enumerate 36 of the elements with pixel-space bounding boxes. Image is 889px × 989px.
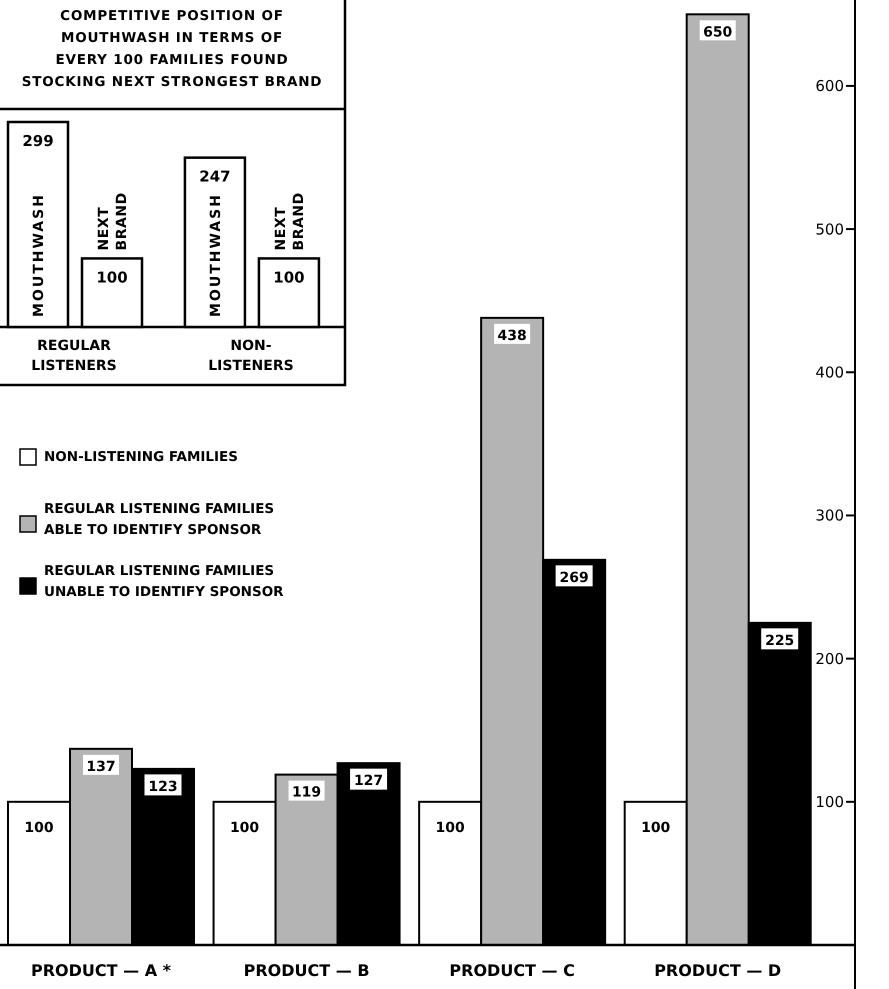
legend-label: REGULAR LISTENING FAMILIES ABLE TO IDENTIFY SPONSOR <box>44 501 274 538</box>
y-tick-label: 600 <box>815 77 844 96</box>
data-label: 100 <box>230 820 260 836</box>
data-label: 100 <box>641 820 671 836</box>
x-tick-label: PRODUCT — C <box>449 961 575 980</box>
x-tick-label: NON- LISTENERS <box>208 338 294 374</box>
y-tick-label: 300 <box>815 506 844 525</box>
y-tick-label: 200 <box>815 650 844 668</box>
data-label: 100 <box>24 820 54 836</box>
x-tick-label: PRODUCT — D <box>654 961 782 980</box>
data-label: 127 <box>354 773 384 790</box>
data-label: 100 <box>273 268 305 286</box>
legend-label: NON-LISTENING FAMILIES <box>44 449 238 465</box>
series-label: MOUTHWASH <box>31 193 47 317</box>
y-tick-label: 500 <box>815 220 844 238</box>
data-label: 650 <box>703 24 733 40</box>
x-tick-label: REGULAR LISTENERS <box>31 338 117 374</box>
data-label: 119 <box>292 784 322 801</box>
x-tick-label: PRODUCT — A * <box>30 961 172 980</box>
data-label: 299 <box>22 132 54 150</box>
data-label: 225 <box>765 632 794 649</box>
chart-title: COMPETITIVE POSITION OF MOUTHWASH IN TERMS OF EVERY 100 FAMILIES FOUND STOCKING NEXT STRONGEST BRAND <box>22 8 322 90</box>
text: MOUTHWASH <box>208 193 224 317</box>
data-label: 100 <box>96 268 128 286</box>
data-label: 123 <box>148 778 178 795</box>
text: NEXT BRAND <box>96 192 130 250</box>
legend-label: REGULAR LISTENING FAMILIES UNABLE TO IDENTIFY SPONSOR <box>44 563 284 600</box>
text: NEXT BRAND <box>272 192 307 250</box>
y-tick-label: 400 <box>815 364 844 382</box>
data-label: 247 <box>199 168 231 186</box>
data-label: 269 <box>560 570 589 586</box>
data-label: 438 <box>498 328 527 344</box>
data-label: 100 <box>436 820 466 836</box>
y-tick-label: 100 <box>815 793 844 812</box>
data-label: 137 <box>86 758 116 775</box>
x-tick-label: PRODUCT — B <box>244 961 370 980</box>
